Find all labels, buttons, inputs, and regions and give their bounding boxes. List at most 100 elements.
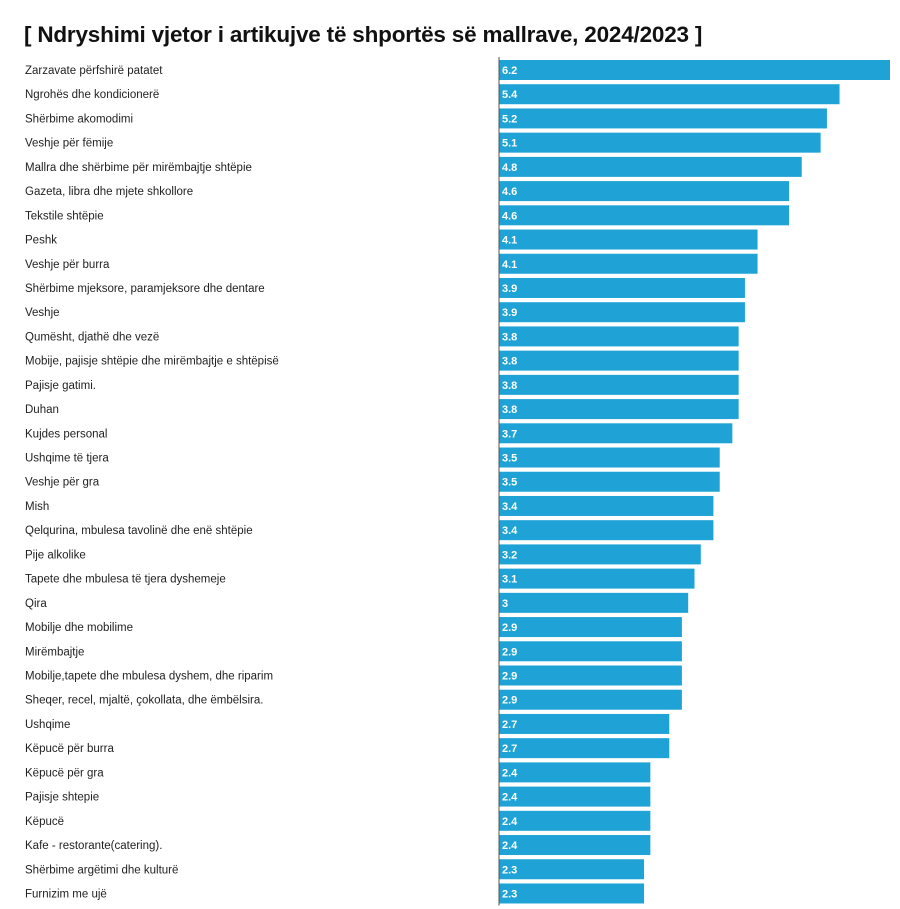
bar-row: Ushqime 2.7 (25, 713, 670, 734)
category-label: Veshje për burra (25, 259, 110, 271)
bar-row: Pajisje shtepie 2.4 (25, 786, 651, 807)
category-label: Ushqime të tjera (25, 453, 109, 465)
bar (499, 447, 720, 468)
value-label: 2.9 (502, 622, 517, 634)
bar (499, 713, 670, 734)
value-label: 3.4 (502, 501, 518, 513)
bar-row: Qira 3 (25, 592, 689, 613)
value-label: 3.4 (502, 525, 518, 537)
value-label: 3.8 (502, 404, 517, 416)
bar (499, 205, 790, 226)
value-label: 3.8 (502, 380, 517, 392)
value-label: 4.6 (502, 186, 517, 198)
bar (499, 423, 733, 444)
value-label: 6.2 (502, 65, 517, 77)
value-label: 2.9 (502, 671, 517, 683)
bar (499, 665, 682, 686)
bar-row: Zarzavate përfshirë patatet 6.2 (25, 60, 890, 80)
bar (499, 156, 802, 177)
value-label: 2.9 (502, 646, 517, 658)
bar-row: Veshje për burra 4.1 (25, 253, 758, 274)
bar-row: Këpucë për gra 2.4 (25, 762, 651, 783)
category-label: Mish (25, 501, 49, 513)
category-label: Veshje për gra (25, 477, 100, 489)
bar (499, 592, 689, 613)
category-label: Qira (25, 598, 47, 610)
category-label: Ushqime (25, 719, 70, 731)
bar (499, 253, 758, 274)
bar-row: Veshje për fëmije 5.1 (25, 132, 821, 153)
bar-row: Shërbime mjeksore, paramjeksore dhe dent… (25, 277, 745, 298)
value-label: 3.5 (502, 477, 517, 489)
category-label: Pajisje gatimi. (25, 380, 96, 392)
bar (499, 810, 651, 831)
bar-row: Tekstile shtëpie 4.6 (25, 205, 790, 226)
bar-row: Kafe - restorante(catering). 2.4 (25, 835, 651, 856)
bar-row: Qumësht, djathë dhe vezë 3.8 (25, 326, 739, 347)
category-label: Gazeta, libra dhe mjete shkollore (25, 186, 193, 198)
value-label: 2.4 (502, 767, 518, 779)
value-label: 3.8 (502, 331, 517, 343)
value-label: 3.7 (502, 428, 517, 440)
bar-row: Shërbime argëtimi dhe kulturë 2.3 (25, 859, 645, 880)
category-label: Mirëmbajtje (25, 646, 84, 658)
bars-layer: Zarzavate përfshirë patatet 6.2 Ngrohës dh… (25, 60, 890, 904)
category-label: Veshje (25, 307, 60, 319)
bar-row: Kujdes personal 3.7 (25, 423, 733, 444)
bar-row: Këpucë 2.4 (25, 810, 651, 831)
bar (499, 495, 714, 516)
category-label: Këpucë për gra (25, 767, 104, 779)
category-label: Furnizim me ujë (25, 888, 107, 900)
bar (499, 108, 827, 129)
category-label: Sheqer, recel, mjaltë, çokollata, dhe ëm… (25, 695, 263, 707)
bar (499, 326, 739, 347)
value-label: 5.4 (502, 89, 518, 101)
bar (499, 859, 645, 880)
bar-row: Mobije, pajisje shtëpie dhe mirëmbajtje … (25, 350, 739, 371)
bar-row: Shërbime akomodimi 5.2 (25, 108, 827, 129)
bar-row: Furnizim me ujë 2.3 (25, 883, 645, 904)
bar-row: Mobilje dhe mobilime 2.9 (25, 617, 682, 638)
bar (499, 641, 682, 662)
value-label: 2.4 (502, 840, 518, 852)
category-label: Këpucë (25, 816, 64, 828)
category-label: Këpucë për burra (25, 743, 114, 755)
value-label: 2.4 (502, 792, 518, 804)
value-label: 3.2 (502, 549, 517, 561)
category-label: Peshk (25, 235, 57, 247)
value-label: 4.8 (502, 162, 517, 174)
bar (499, 786, 651, 807)
value-label: 3 (502, 598, 508, 610)
category-label: Tapete dhe mbulesa të tjera dyshemeje (25, 574, 226, 586)
category-label: Qumësht, djathë dhe vezë (25, 331, 159, 343)
bar-row: Tapete dhe mbulesa të tjera dyshemeje 3.1 (25, 568, 695, 589)
bar (499, 399, 739, 420)
category-label: Kafe - restorante(catering). (25, 840, 162, 852)
value-label: 2.3 (502, 888, 517, 900)
category-label: Qelqurina, mbulesa tavolinë dhe enë shtë… (25, 525, 253, 537)
value-label: 2.7 (502, 743, 517, 755)
bar-row: Ushqime të tjera 3.5 (25, 447, 720, 468)
bar-row: Duhan 3.8 (25, 399, 739, 420)
bar (499, 520, 714, 541)
bar (499, 132, 821, 153)
value-label: 3.5 (502, 453, 517, 465)
bar-row: Mobilje,tapete dhe mbulesa dyshem, dhe r… (25, 665, 682, 686)
category-label: Zarzavate përfshirë patatet (25, 65, 163, 77)
category-label: Ngrohës dhe kondicionerë (25, 89, 159, 101)
bar-row: Veshje për gra 3.5 (25, 471, 720, 492)
category-label: Duhan (25, 404, 59, 416)
bar-row: Këpucë për burra 2.7 (25, 738, 670, 759)
bar (499, 84, 840, 105)
bar (499, 835, 651, 856)
bar (499, 374, 739, 395)
bar (499, 689, 682, 710)
bar-row: Veshje 3.9 (25, 302, 745, 323)
value-label: 3.9 (502, 283, 517, 295)
bar-row: Peshk 4.1 (25, 229, 758, 250)
category-label: Pije alkolike (25, 549, 86, 561)
category-label: Mobilje,tapete dhe mbulesa dyshem, dhe r… (25, 671, 273, 683)
chart-title: [ Ndryshimi vjetor i artikujve të shport… (24, 22, 703, 47)
bar (499, 302, 745, 323)
